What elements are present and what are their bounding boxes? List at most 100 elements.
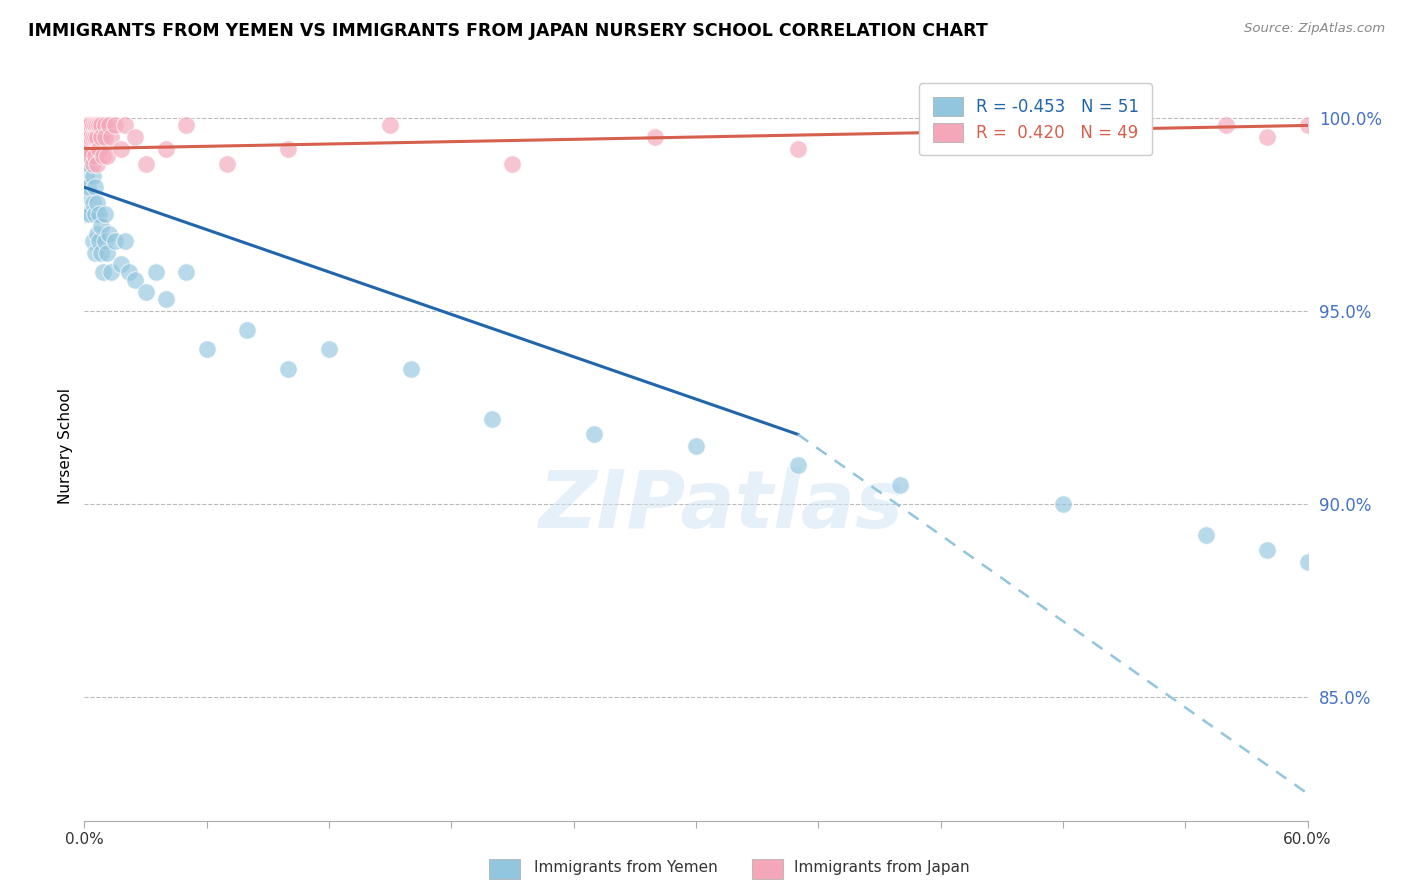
Point <box>79 130 101 145</box>
Point <box>82 130 104 145</box>
Point <box>97 119 120 133</box>
Point <box>1195 528 1218 542</box>
Point <box>77 119 100 133</box>
Point <box>87 119 110 133</box>
Point <box>77 142 100 156</box>
Text: IMMIGRANTS FROM YEMEN VS IMMIGRANTS FROM JAPAN NURSERY SCHOOL CORRELATION CHART: IMMIGRANTS FROM YEMEN VS IMMIGRANTS FROM… <box>28 22 988 40</box>
Point <box>79 130 101 145</box>
Point <box>929 130 952 145</box>
Point <box>96 149 118 163</box>
Point <box>79 149 101 163</box>
Point <box>90 130 112 145</box>
Point <box>83 246 105 260</box>
Point <box>86 227 108 241</box>
Point <box>1317 130 1340 145</box>
Point <box>83 130 105 145</box>
Point <box>86 195 108 210</box>
Point <box>1337 119 1360 133</box>
Point <box>787 458 810 473</box>
Point <box>82 157 104 171</box>
Point <box>889 477 911 491</box>
Point <box>104 119 127 133</box>
Point <box>75 130 97 145</box>
Point <box>82 235 104 249</box>
Point <box>90 246 112 260</box>
Point <box>110 257 132 271</box>
Point <box>1256 130 1278 145</box>
Text: Immigrants from Yemen: Immigrants from Yemen <box>534 860 718 874</box>
Point <box>96 246 118 260</box>
Point <box>93 207 115 221</box>
Point <box>83 207 105 221</box>
Point <box>77 157 100 171</box>
Point <box>90 219 112 233</box>
Point <box>79 207 101 221</box>
Point <box>79 119 101 133</box>
Text: ZIPatlas: ZIPatlas <box>538 467 903 545</box>
Point <box>75 207 97 221</box>
Point <box>75 119 97 133</box>
Point <box>79 149 101 163</box>
Text: Source: ZipAtlas.com: Source: ZipAtlas.com <box>1244 22 1385 36</box>
Point <box>124 130 146 145</box>
Point <box>135 157 157 171</box>
Point <box>277 142 299 156</box>
Point <box>87 207 110 221</box>
Point <box>399 361 422 376</box>
Point <box>86 130 108 145</box>
Point <box>787 142 810 156</box>
Point <box>77 119 100 133</box>
Point <box>155 292 177 306</box>
Point <box>75 169 97 183</box>
Point <box>1296 119 1319 133</box>
Text: Immigrants from Japan: Immigrants from Japan <box>794 860 970 874</box>
Point <box>502 157 524 171</box>
Legend: R = -0.453   N = 51, R =  0.420   N = 49: R = -0.453 N = 51, R = 0.420 N = 49 <box>920 84 1153 155</box>
Point <box>118 265 141 279</box>
Point <box>236 323 259 337</box>
Point <box>75 142 97 156</box>
Point <box>195 343 218 357</box>
Point <box>135 285 157 299</box>
Point <box>86 119 108 133</box>
Point <box>124 273 146 287</box>
Point <box>1358 142 1381 156</box>
Point <box>114 119 136 133</box>
Point <box>174 265 197 279</box>
Point <box>100 130 122 145</box>
Point <box>77 142 100 156</box>
Point <box>155 142 177 156</box>
Point <box>1215 119 1237 133</box>
Y-axis label: Nursery School: Nursery School <box>58 388 73 504</box>
Point <box>91 149 114 163</box>
Point <box>1256 543 1278 558</box>
Point <box>77 130 100 145</box>
Point <box>97 227 120 241</box>
Point <box>481 412 503 426</box>
Point <box>87 235 110 249</box>
Point <box>93 235 115 249</box>
Point <box>87 142 110 156</box>
Point <box>82 169 104 183</box>
Point <box>114 235 136 249</box>
Point <box>1296 555 1319 569</box>
Point <box>583 427 606 442</box>
Point <box>644 130 666 145</box>
Point <box>75 188 97 202</box>
Point <box>86 157 108 171</box>
Point <box>77 180 100 194</box>
Point <box>82 119 104 133</box>
Point <box>104 235 127 249</box>
Point <box>1092 119 1115 133</box>
Point <box>380 119 402 133</box>
Point <box>277 361 299 376</box>
Point <box>685 439 707 453</box>
Point <box>93 119 115 133</box>
Point <box>83 180 105 194</box>
Point <box>90 119 112 133</box>
Point <box>82 195 104 210</box>
Point <box>145 265 167 279</box>
Point <box>217 157 239 171</box>
Point <box>110 142 132 156</box>
Point <box>91 265 114 279</box>
